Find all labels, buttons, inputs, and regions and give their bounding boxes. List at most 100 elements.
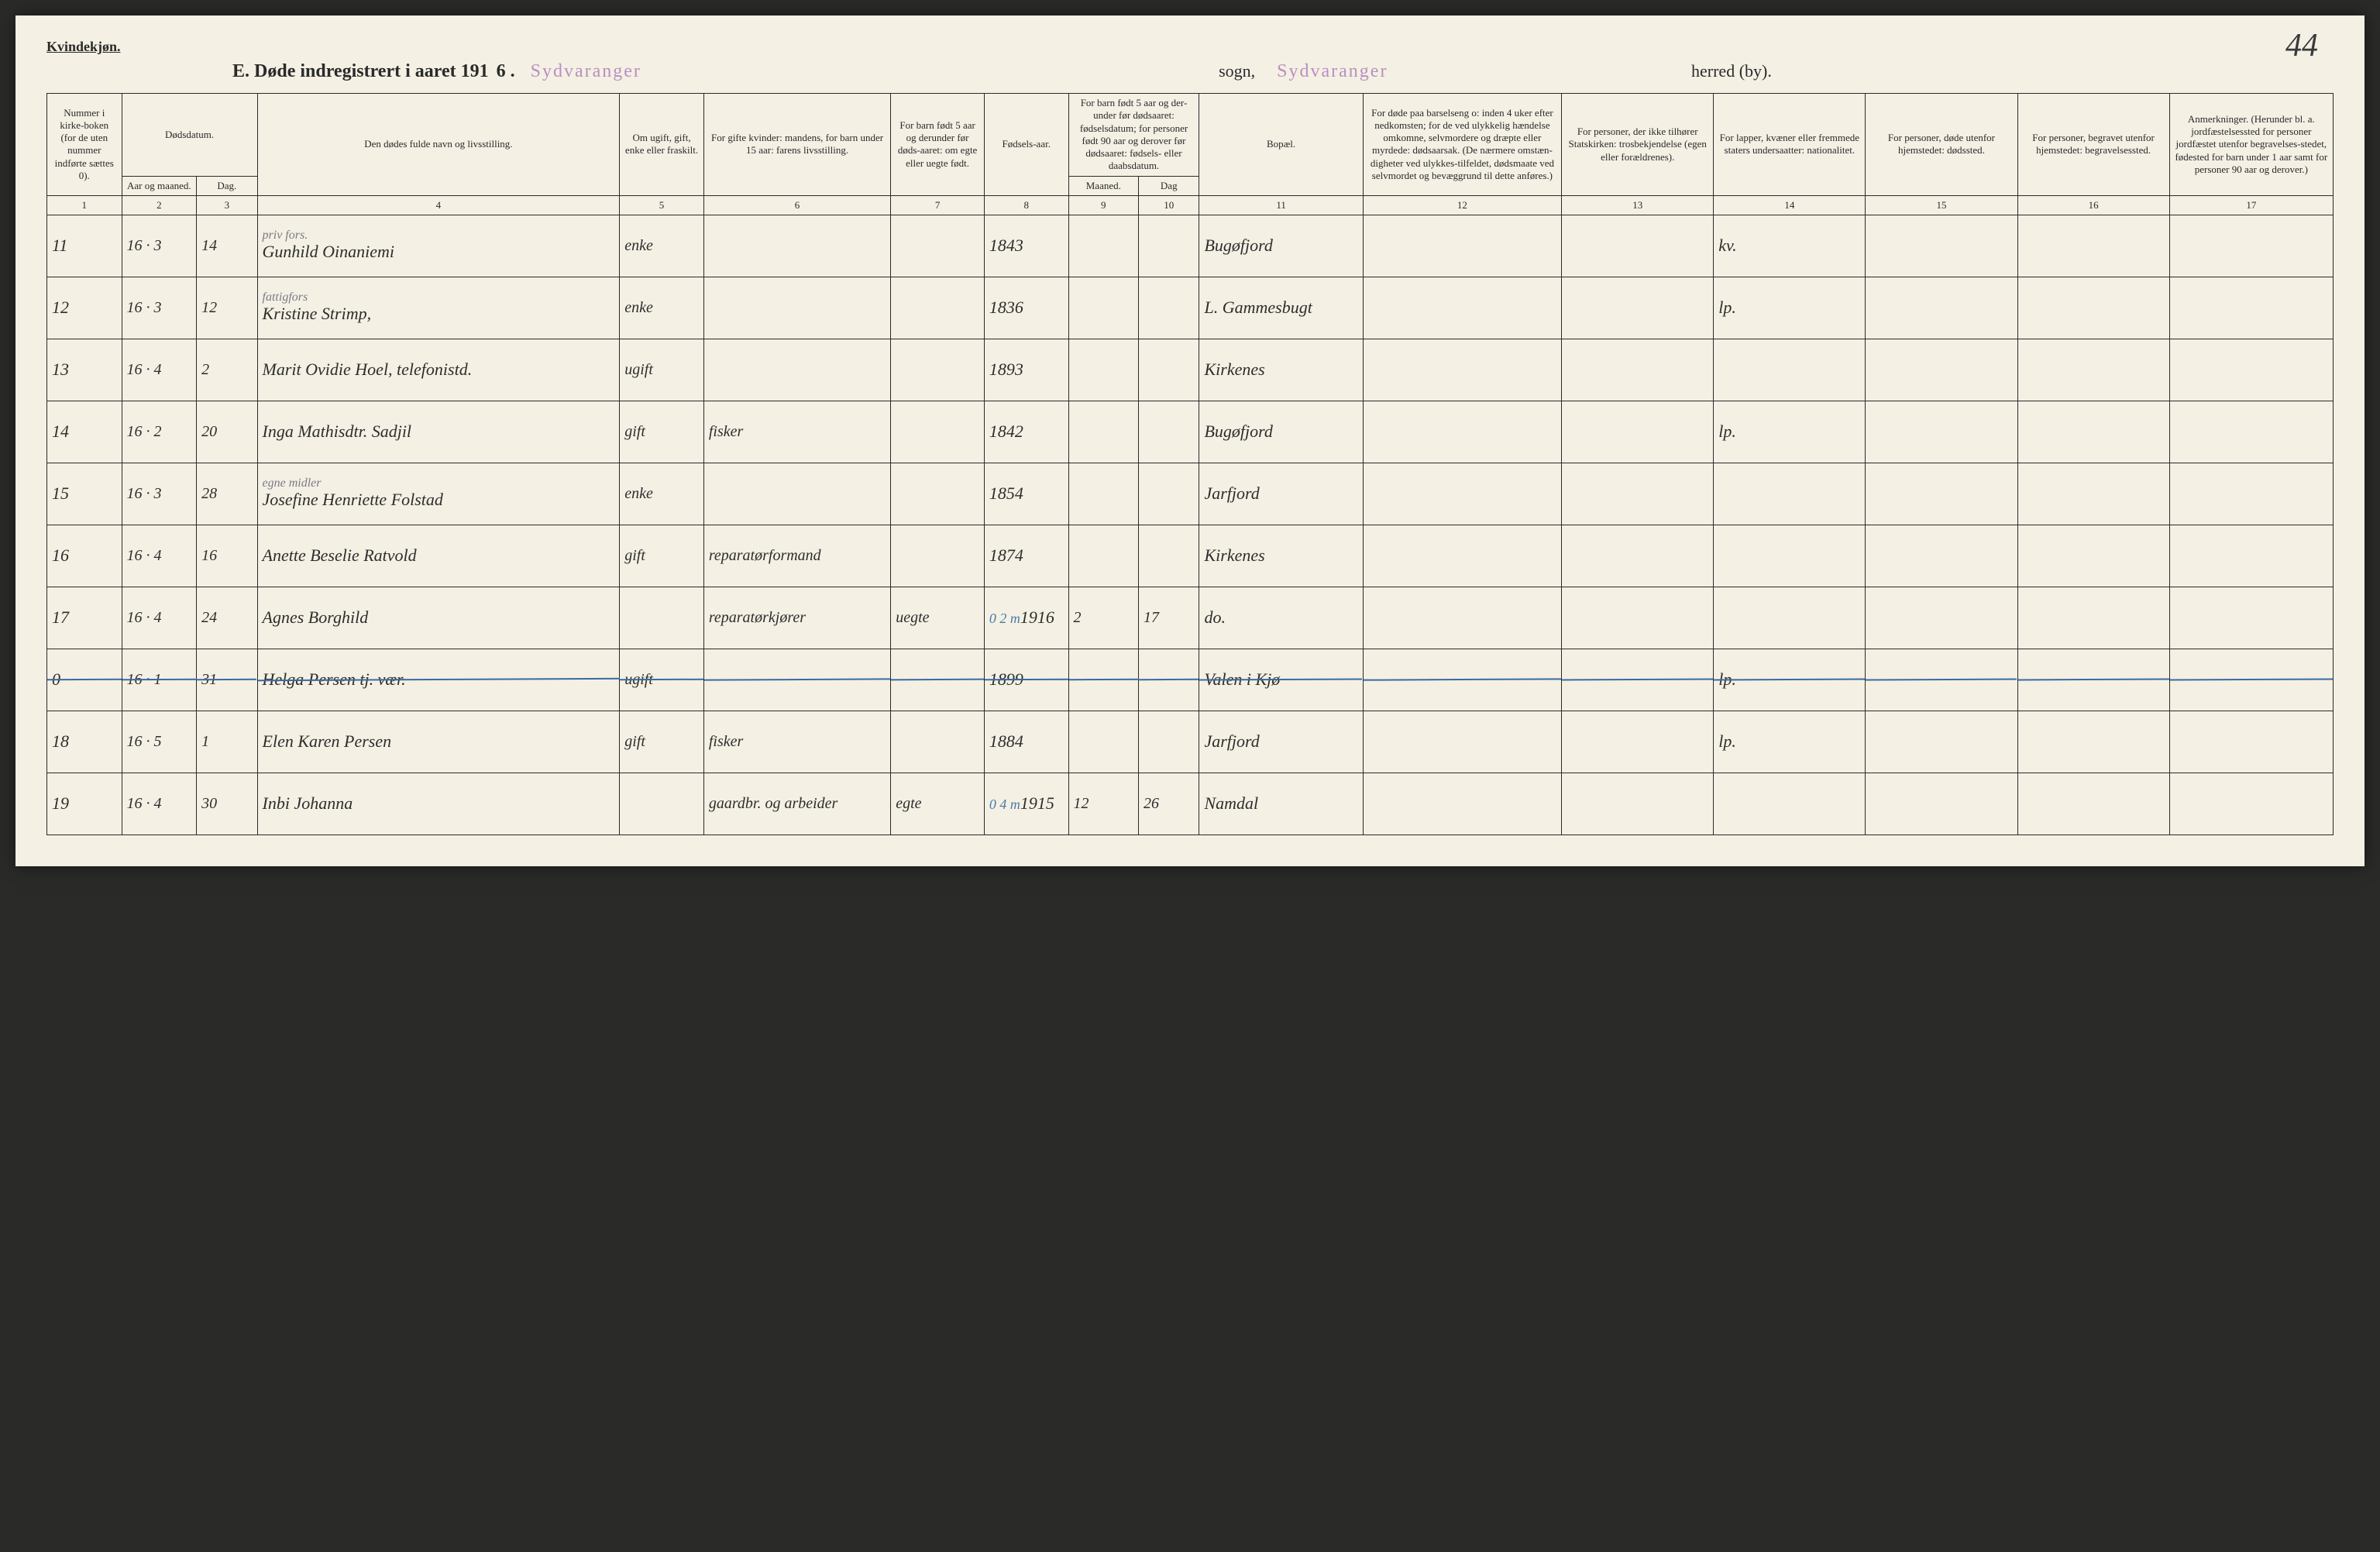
table-cell [620,773,704,835]
col-header-nationality: For lapper, kvæner eller fremmede stater… [1714,94,1866,196]
handwritten-value: Bugøfjord [1204,422,1272,441]
colnum: 13 [1562,195,1714,215]
handwritten-value: Marit Ovidie Hoel, telefonistd. [263,360,473,379]
table-row: 1916 · 430Inbi Johannagaardbr. og arbeid… [47,773,2334,835]
table-cell: gift [620,525,704,587]
col-header-name: Den dødes fulde navn og livsstilling. [257,94,620,196]
col-header-marital: Om ugift, gift, enke eller fraskilt. [620,94,704,196]
col-header-deathdate: Dødsdatum. [122,94,257,177]
table-cell: Agnes Borghild [257,587,620,649]
handwritten-value: 1842 [989,422,1023,441]
pencil-annotation: egne midler [263,477,615,490]
table-cell [2017,525,2169,587]
handwritten-value: Bugøfjord [1204,236,1272,255]
handwritten-value: ugift [624,361,653,378]
handwritten-value: gift [624,733,645,750]
handwritten-value: L. Gammesbugt [1204,298,1312,317]
table-cell: 14 [197,215,257,277]
handwritten-value: 12 [201,299,217,316]
table-cell [1068,277,1139,339]
table-cell [1562,339,1714,401]
table-cell: 1893 [984,339,1068,401]
table-cell [2169,525,2333,587]
handwritten-value: 16 · 5 [127,733,162,750]
table-cell [703,649,890,711]
handwritten-value: egte [896,795,921,812]
handwritten-value: uegte [896,609,929,626]
table-cell: 1 [197,711,257,773]
handwritten-value: gift [624,423,645,440]
table-cell [1866,339,2017,401]
table-cell: 0 4 m1915 [984,773,1068,835]
handwritten-value: kv. [1718,236,1736,255]
table-cell: enke [620,463,704,525]
gender-label: Kvindekjøn. [46,39,2334,55]
table-cell [1363,339,1561,401]
handwritten-value: 2 [201,361,209,378]
table-cell [1363,711,1561,773]
table-cell [1562,215,1714,277]
handwritten-value: Kirkenes [1204,545,1264,565]
col-header-birth-day: Dag [1139,176,1199,195]
table-cell [1139,401,1199,463]
table-cell: ugift [620,339,704,401]
table-cell: 0 [47,649,122,711]
handwritten-value: 16 · 3 [127,299,162,316]
table-cell [703,277,890,339]
table-cell: egte [891,773,985,835]
table-cell [1562,401,1714,463]
handwritten-value: 1874 [989,545,1023,565]
table-cell: 16 · 4 [122,339,197,401]
handwritten-value: reparatørformand [709,547,821,564]
col-header-residence: Bopæl. [1199,94,1363,196]
table-cell: 1874 [984,525,1068,587]
table-cell [1363,215,1561,277]
table-cell: 1836 [984,277,1068,339]
table-cell [2169,711,2333,773]
handwritten-value: fisker [709,423,743,440]
colnum: 11 [1199,195,1363,215]
table-cell: 17 [47,587,122,649]
handwritten-value: 18 [52,731,69,751]
colnum: 2 [122,195,197,215]
handwritten-value: Anette Beselie Ratvold [263,545,417,565]
handwritten-value: lp. [1718,731,1736,751]
table-cell [2169,277,2333,339]
table-cell: 20 [197,401,257,463]
table-cell [1866,711,2017,773]
colnum: 5 [620,195,704,215]
table-cell: Kirkenes [1199,525,1363,587]
table-cell: 17 [1139,587,1199,649]
handwritten-value: Agnes Borghild [263,607,369,627]
title-row: E. Døde indregistrert i aaret 191 6 . Sy… [46,61,2334,82]
table-cell: 26 [1139,773,1199,835]
word-sogn: sogn, [1212,61,1261,81]
handwritten-value: 11 [52,236,67,255]
handwritten-value: do. [1204,607,1226,627]
table-cell [1714,525,1866,587]
handwritten-value: 28 [201,485,217,502]
table-cell [1866,525,2017,587]
handwritten-value: enke [624,237,653,254]
table-cell: gift [620,711,704,773]
table-cell [1068,401,1139,463]
table-cell [2017,401,2169,463]
table-cell [1866,401,2017,463]
page-number-handwritten: 44 [2285,27,2318,64]
table-cell [1866,277,2017,339]
table-cell [1068,463,1139,525]
table-cell [1139,525,1199,587]
table-row: 1216 · 312fattigforsKristine Strimp,enke… [47,277,2334,339]
col-header-day: Dag. [197,176,257,195]
handwritten-value: 30 [201,795,217,812]
handwritten-value: Jarfjord [1204,483,1259,503]
table-cell [2169,339,2333,401]
handwritten-value: lp. [1718,669,1736,689]
table-cell [1139,215,1199,277]
handwritten-value: Inbi Johanna [263,793,353,813]
col-header-deathplace: For personer, døde utenfor hjemstedet: d… [1866,94,2017,196]
table-body: 1116 · 314priv fors.Gunhild Oinaniemienk… [47,215,2334,835]
column-number-row: 1 2 3 4 5 6 7 8 9 10 11 12 13 14 15 16 1… [47,195,2334,215]
handwritten-value: 14 [201,237,217,254]
handwritten-value: Kirkenes [1204,360,1264,379]
